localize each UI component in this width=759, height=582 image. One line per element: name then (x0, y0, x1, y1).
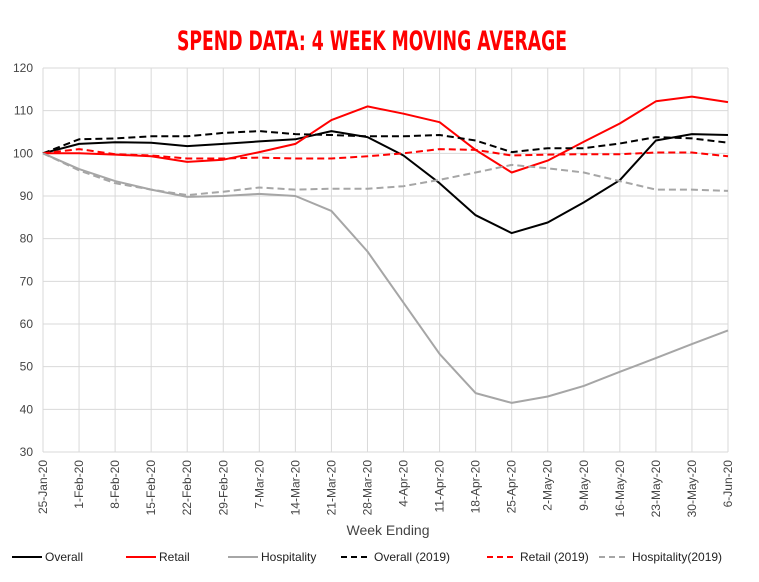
x-tick-label: 15-Feb-20 (144, 460, 158, 516)
x-tick-label: 14-Mar-20 (288, 460, 302, 516)
y-tick-label: 30 (20, 445, 34, 459)
x-tick-label: 23-May-20 (649, 460, 663, 518)
legend-label: Retail (2019) (520, 550, 589, 564)
x-tick-label: 25-Apr-20 (505, 460, 519, 514)
x-tick-label: 16-May-20 (613, 460, 627, 518)
y-tick-label: 70 (20, 274, 34, 288)
legend-item: Overall (2019) (341, 550, 450, 564)
y-tick-label: 40 (20, 402, 34, 416)
series-line-hospitality (42, 152, 729, 404)
x-tick-label: 25-Jan-20 (36, 460, 50, 514)
legend-item: Hospitality (228, 550, 316, 564)
series-line-overall-2019 (42, 130, 729, 155)
series-line-overall (42, 130, 729, 235)
x-tick-label: 22-Feb-20 (180, 460, 194, 516)
x-tick-label: 30-May-20 (685, 460, 699, 518)
x-axis-label: Week Ending (346, 522, 429, 538)
x-tick-label: 29-Feb-20 (216, 460, 230, 516)
x-tick-label: 18-Apr-20 (469, 460, 483, 514)
legend-label: Overall (45, 550, 83, 564)
x-tick-label: 6-Jun-20 (721, 460, 735, 508)
x-tick-label: 4-Apr-20 (397, 460, 411, 507)
series-line-retail-2019 (42, 148, 729, 160)
legend-item: Overall (12, 550, 83, 564)
x-tick-label: 21-Mar-20 (324, 460, 338, 516)
y-tick-label: 60 (20, 317, 34, 331)
y-tick-label: 110 (14, 104, 33, 118)
legend-item: Hospitality(2019) (599, 550, 722, 564)
x-tick-label: 9-May-20 (577, 460, 591, 511)
chart-title: SPEND DATA: 4 WEEK MOVING AVERAGE (177, 26, 567, 57)
y-tick-label: 100 (13, 146, 33, 160)
y-tick-label: 120 (13, 61, 33, 75)
legend-label: Hospitality (261, 550, 316, 564)
legend-item: Retail (126, 550, 190, 564)
x-tick-label: 2-May-20 (541, 460, 555, 511)
series-line-retail (43, 95, 729, 174)
x-tick-label: 11-Apr-20 (433, 460, 447, 513)
legend-label: Hospitality(2019) (632, 550, 722, 564)
legend-label: Retail (159, 550, 190, 564)
y-tick-label: 80 (20, 232, 34, 246)
x-tick-label: 7-Mar-20 (252, 460, 266, 509)
y-tick-label: 90 (20, 189, 34, 203)
x-tick-label: 8-Feb-20 (108, 460, 122, 509)
y-tick-label: 50 (20, 360, 34, 374)
legend-item: Retail (2019) (487, 550, 589, 564)
x-tick-label: 1-Feb-20 (72, 460, 86, 509)
x-tick-label: 28-Mar-20 (360, 460, 374, 516)
legend-label: Overall (2019) (374, 550, 450, 564)
